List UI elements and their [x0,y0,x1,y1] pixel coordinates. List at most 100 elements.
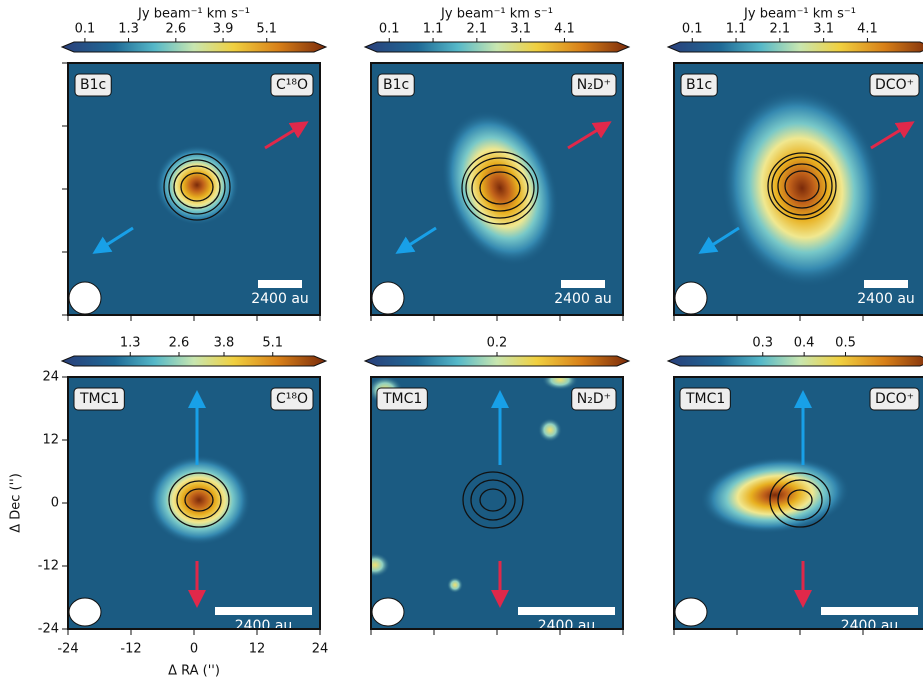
beam [68,597,102,627]
colorbar-tick-label: 0.2 [487,336,508,351]
contour [168,159,226,215]
line-label-box [270,73,314,97]
contour [168,472,230,528]
colorbar-label: Jy beam⁻¹ km s⁻¹ [743,7,856,22]
contour [163,153,231,221]
y-tick-label: -12 [38,559,59,574]
colorbar [666,41,923,53]
scale-bar-label: 2400 au [857,291,915,307]
panel: 2400 au B1c DCO⁺ 0.1 1.1 2.1 3.1 4.1Jy beam⁻¹ k… [666,7,923,321]
contour [479,171,521,205]
emission [441,110,559,266]
beam [68,281,102,315]
line-label-box [869,73,920,97]
line-label: DCO⁺ [875,77,914,93]
y-axis-label: Δ Dec ('') [9,473,24,533]
beam [674,597,708,627]
contour [462,471,524,529]
map: 2400 au [68,63,320,315]
x-tick-label: -24 [57,642,78,657]
emission [447,577,463,593]
source-label-box [680,73,718,97]
map: 2400 au [371,63,623,315]
emission [542,377,578,390]
line-label: N₂D⁺ [577,77,611,93]
beam [371,597,405,627]
x-axis-label: Δ RA ('') [168,664,220,679]
source-label-box [377,73,415,97]
colorbar-tick-label: 3.8 [214,336,235,351]
colorbar-tick-label: 2.6 [165,22,186,37]
y-tick-label: -24 [38,622,59,637]
x-tick-label: 12 [249,642,266,657]
colorbar-tick-label: 1.3 [118,22,139,37]
contour [173,165,221,209]
emission [147,455,251,545]
line-label-box [869,387,920,411]
colorbar-tick-label: 0.1 [75,22,96,37]
scale-bar-label: 2400 au [251,291,309,307]
contour [176,480,222,520]
y-tick-label: 12 [42,433,59,448]
contour [461,151,539,225]
beam [371,281,405,315]
colorbar-tick-label: 2.1 [467,22,488,37]
colorbar [666,355,923,367]
scale-bar-label: 2400 au [235,618,293,634]
panel: 2400 au B1c C¹⁸O 0.1 1.3 2.6 3.9 5.1 Jy beam⁻¹ k… [60,7,328,321]
blue-arrow [698,226,740,254]
blue-arrow [92,226,134,254]
colorbar-tick-label: 1.1 [423,22,444,37]
contour [784,170,820,202]
x-tick-label: 0 [190,642,198,657]
emission [371,553,390,577]
colorbar-tick-label: 3.1 [510,22,531,37]
contour [471,164,529,212]
colorbar-tick-label: 2.1 [770,22,791,37]
colorbar-tick-label: 3.1 [813,22,834,37]
contour [777,479,823,521]
contour [787,489,813,511]
source-label-box [679,387,731,411]
colorbar-tick-label: 1.3 [120,336,141,351]
scale-bar-label: 2400 au [841,618,899,634]
source-label-box [376,387,428,411]
colorbar-tick-label: 3.9 [213,22,234,37]
colorbar-tick-label: 0.5 [835,336,856,351]
line-label: N₂D⁺ [577,391,611,407]
colorbar-tick-label: 1.1 [726,22,747,37]
source-label: TMC1 [685,391,725,407]
colorbar-tick-label: 5.1 [262,336,283,351]
colorbar-tick-label: 4.1 [857,22,878,37]
line-label-box [571,73,617,97]
contour [767,152,837,220]
colorbar [363,41,631,53]
emission [721,88,883,288]
colorbar-tick-label: 0.1 [379,22,400,37]
x-tick-label: -12 [120,642,141,657]
colorbar-tick-label: 0.4 [794,336,815,351]
contour [777,163,827,209]
scale-bar-label: 2400 au [538,618,596,634]
line-label-box [270,387,314,411]
contour [470,479,516,521]
colorbar [363,355,631,367]
line-label: C¹⁸O [276,391,308,407]
source-label: B1c [383,77,409,93]
contour [184,488,214,512]
scale-bar [215,607,312,615]
contour [465,157,535,219]
colorbar-tick-label: 0.3 [752,336,773,351]
source-label: TMC1 [382,391,422,407]
contour [479,488,507,512]
map: 2400 au [68,377,320,634]
line-label: C¹⁸O [276,77,308,93]
source-label: B1c [686,77,712,93]
map-background [371,377,623,629]
panel: 2400 au TMC1 N₂D⁺ 0.2 [363,336,631,635]
panel: 2400 au TMC1 DCO⁺ 0.3 0.4 0.5 [666,336,923,635]
scale-bar [561,280,605,288]
scale-bar [258,280,302,288]
